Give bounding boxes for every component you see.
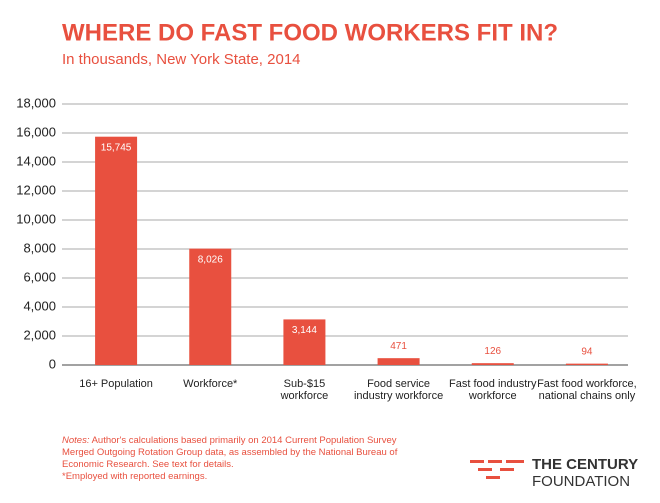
bar: [471, 363, 514, 365]
x-tick-label: Fast food workforce, national chains only: [537, 378, 637, 402]
value-label: 126: [484, 346, 501, 357]
bar: [189, 248, 232, 365]
y-tick-label: 14,000: [16, 153, 56, 168]
y-tick-label: 8,000: [23, 240, 56, 255]
bar: [95, 136, 138, 365]
x-tick-label: 16+ Population: [79, 378, 153, 390]
value-label: 3,144: [292, 325, 317, 336]
y-tick-label: 18,000: [16, 95, 56, 110]
x-tick-line: workforce: [280, 390, 329, 402]
y-tick-label: 10,000: [16, 211, 56, 226]
x-tick-label: Food service industry workforce: [354, 378, 443, 402]
notes: Notes: Author's calculations based prima…: [62, 435, 397, 446]
notes: Economic Research. See text for details.: [62, 459, 234, 470]
x-tick-line: workforce: [468, 390, 517, 402]
value-label: 15,745: [101, 142, 132, 153]
y-tick-label: 6,000: [23, 269, 56, 284]
bar: [565, 363, 608, 365]
x-tick-label: Fast food industry workforce: [449, 378, 537, 402]
bar: [283, 319, 326, 365]
x-tick-line: industry workforce: [354, 390, 443, 402]
x-tick-line: national chains only: [539, 390, 636, 402]
x-tick-line: Food service: [367, 378, 430, 390]
logo-icon: [470, 460, 524, 479]
y-tick-label: 4,000: [23, 298, 56, 313]
x-tick-label: Sub-$15 workforce: [280, 378, 329, 402]
logo-text: THE CENTURY: [532, 456, 638, 473]
notes-line: Author's calculations based primarily on…: [89, 435, 396, 446]
notes: *Employed with reported earnings.: [62, 471, 207, 482]
y-tick-label: 2,000: [23, 327, 56, 342]
chart-subtitle: In thousands, New York State, 2014: [62, 51, 301, 68]
notes-line: *Employed with reported earnings.: [62, 471, 207, 482]
bar: [377, 358, 420, 365]
logo-text: FOUNDATION: [532, 473, 630, 490]
y-tick-label: 16,000: [16, 124, 56, 139]
value-label: 94: [581, 346, 593, 357]
x-tick-line: 16+ Population: [79, 378, 153, 390]
x-tick-line: Sub-$15: [284, 378, 326, 390]
x-tick-line: Fast food industry: [449, 378, 537, 390]
notes-label: Notes:: [62, 435, 90, 446]
value-label: 8,026: [198, 254, 223, 265]
y-tick-label: 0: [49, 356, 56, 371]
notes-line: Merged Outgoing Rotation Group data, as …: [62, 447, 398, 458]
x-tick-label: Workforce*: [183, 378, 238, 390]
x-tick-line: Workforce*: [183, 378, 238, 390]
notes-line: Economic Research. See text for details.: [62, 459, 234, 470]
y-tick-label: 12,000: [16, 182, 56, 197]
x-tick-line: Fast food workforce,: [537, 378, 637, 390]
notes: Merged Outgoing Rotation Group data, as …: [62, 447, 398, 458]
chart-title: WHERE DO FAST FOOD WORKERS FIT IN?: [62, 19, 558, 46]
value-label: 471: [390, 341, 407, 352]
